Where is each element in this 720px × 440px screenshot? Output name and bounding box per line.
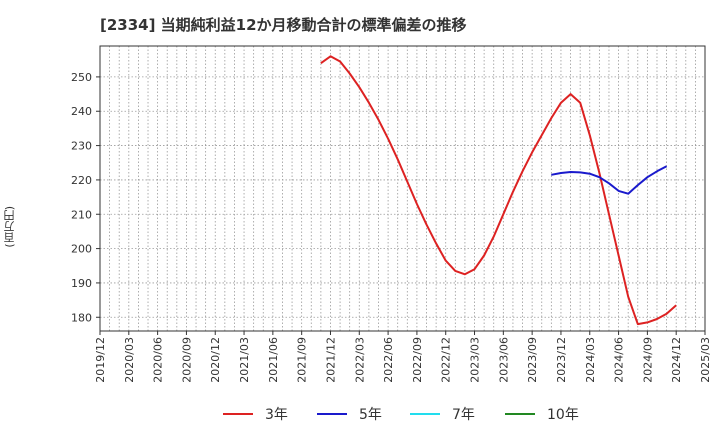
x-tick-label: 2025/03 <box>699 337 712 383</box>
x-tick-label: 2021/09 <box>296 337 309 383</box>
x-tick-label: 2020/09 <box>180 337 193 383</box>
y-tick-label: 190 <box>71 277 92 290</box>
x-tick-label: 2020/12 <box>209 337 222 383</box>
grid-layer <box>100 46 705 331</box>
x-tick-label: 2023/09 <box>526 337 539 383</box>
x-tick-label: 2020/06 <box>152 337 165 383</box>
x-tick-label: 2021/03 <box>238 337 251 383</box>
x-tick-label: 2019/12 <box>94 337 107 383</box>
x-tick-label: 2023/03 <box>469 337 482 383</box>
x-tick-label: 2021/06 <box>267 337 280 383</box>
legend-label-1: 3年 <box>265 407 288 423</box>
y-tick-label: 210 <box>71 208 92 221</box>
x-tick-label: 2024/06 <box>613 337 626 383</box>
x-tick-label: 2020/03 <box>123 337 136 383</box>
y-tick-label: 240 <box>71 105 92 118</box>
x-tick-label: 2023/12 <box>555 337 568 383</box>
legend: 3年 5年 7年 10年 <box>223 407 579 423</box>
x-tick-label: 2024/12 <box>670 337 683 383</box>
x-tick-label: 2022/09 <box>411 337 424 383</box>
x-tick-label: 2022/12 <box>440 337 453 383</box>
y-tick-label: 230 <box>71 140 92 153</box>
series-line-1 <box>320 55 677 326</box>
y-tick-label: 220 <box>71 174 92 187</box>
legend-label-2: 5年 <box>359 407 382 423</box>
x-tick-label: 2024/09 <box>641 337 654 383</box>
legend-label-4: 10年 <box>547 407 579 423</box>
x-tick-label: 2021/12 <box>324 337 337 383</box>
legend-label-3: 7年 <box>452 407 475 423</box>
y-tick-label: 180 <box>71 311 92 324</box>
x-tick-label: 2022/03 <box>353 337 366 383</box>
y-tick-label: 250 <box>71 71 92 84</box>
x-tick-label: 2023/06 <box>497 337 510 383</box>
y-tick-label: 200 <box>71 243 92 256</box>
plot-frame <box>99 45 706 332</box>
series-line-2 <box>551 165 668 195</box>
axis-layer: 180 190 200 210 220 230 240 250 2019/12 2020/03 20… <box>71 45 712 383</box>
x-tick-label: 2024/03 <box>584 337 597 383</box>
chart-title: [2334] 当期純利益12か月移動合計の標準偏差の推移 <box>100 16 467 34</box>
x-tick-label: 2022/06 <box>382 337 395 383</box>
series-layer <box>320 55 677 326</box>
